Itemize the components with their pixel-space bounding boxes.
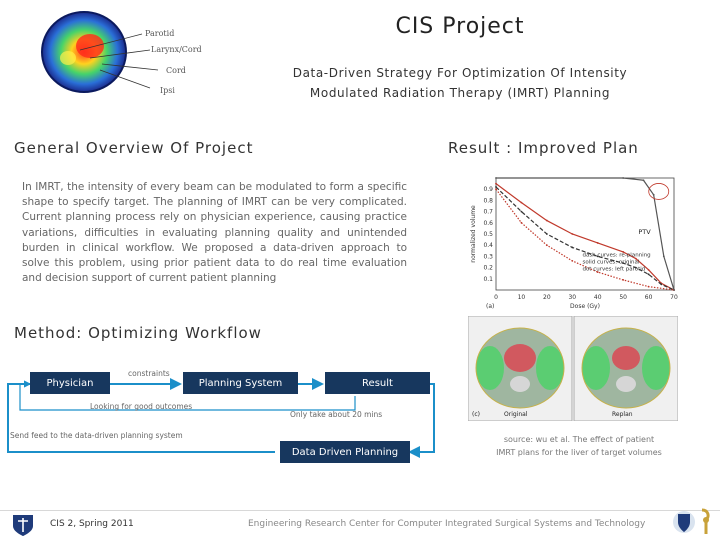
data-point [634, 257, 637, 260]
x-tick-label: 20 [543, 294, 551, 301]
data-point [495, 182, 497, 185]
data-driven-planning-box: Data Driven Planning [280, 441, 410, 463]
data-point [520, 221, 523, 224]
note-twenty-mins: Only take about 20 mins [290, 410, 383, 419]
brain-label-cord: Cord [166, 66, 186, 75]
page-title: CIS Project [395, 14, 525, 39]
subtitle-line-2: Modulated Radiation Therapy (IMRT) Plann… [309, 86, 611, 100]
x-tick-label: 70 [670, 294, 678, 301]
brain-label-larynx: Larynx/Cord [151, 45, 202, 54]
figure-caption-line-2: IMRT plans for the liver of target volum… [496, 448, 662, 457]
subtitle-line-1: Data-Driven Strategy For Optimization Of… [292, 66, 628, 80]
data-point [622, 177, 625, 179]
data-point [520, 210, 523, 213]
y-tick-label: 0.5 [483, 231, 493, 238]
ct-comparison-images: (c) Original Replan [468, 316, 678, 421]
x-tick-label: 10 [518, 294, 526, 301]
data-point [622, 279, 625, 281]
series-line-original [495, 183, 675, 291]
overview-heading: General Overview Of Project [14, 139, 254, 157]
footer-center-name: Engineering Research Center for Computer… [248, 519, 646, 529]
workflow-connectors [7, 378, 435, 458]
data-point [647, 273, 650, 276]
overview-text: In IMRT, the intensity of every beam can… [22, 181, 407, 285]
ct-original-image [475, 327, 565, 409]
footer-course: CIS 2, Spring 2011 [50, 519, 134, 529]
data-point [634, 266, 637, 269]
ct-replan-label: Replan [612, 411, 633, 418]
y-tick-label: 0.4 [483, 242, 493, 249]
data-point [495, 186, 497, 188]
y-tick-label: 0.1 [483, 276, 493, 283]
footer-divider [0, 510, 720, 511]
chart-annotation-ptv: PTV [638, 228, 651, 236]
data-point [647, 285, 650, 288]
data-point [622, 262, 625, 265]
data-point [520, 201, 523, 204]
y-tick-label: 0.6 [483, 220, 493, 227]
data-point [673, 289, 675, 291]
figure-caption-line-1: source: wu et al. The effect of patient [503, 435, 655, 444]
y-axis-label: normalized volume [470, 205, 477, 263]
data-point [660, 283, 663, 286]
chart-plot-area [495, 177, 675, 291]
chart-panel-label: (a) [486, 303, 494, 310]
ct-original-label: Original [504, 411, 528, 418]
note-looking-good-outcomes: Looking for good outcomes [90, 402, 193, 411]
data-point [647, 268, 650, 271]
ptv-highlight-ellipse [648, 183, 670, 200]
data-point [652, 193, 655, 196]
erc-logo-icon [673, 508, 710, 534]
brain-label-leaders [80, 33, 159, 89]
x-tick-label: 30 [568, 294, 576, 301]
ct-replan-image [581, 327, 671, 409]
note-send-feed: Send feed to the data-driven planning sy… [10, 431, 183, 440]
y-tick-label: 0.8 [483, 197, 493, 204]
note-constraints: constraints [128, 369, 170, 378]
legend-entry: dash curves: re-planning [582, 252, 650, 258]
planning-system-box: Planning System [183, 372, 298, 394]
physician-box: Physician [30, 372, 110, 394]
data-point [622, 251, 625, 253]
data-point [545, 244, 548, 247]
data-point [662, 255, 665, 258]
data-point [571, 246, 574, 249]
x-axis-label: Dose (Gy) [570, 303, 600, 310]
data-point [495, 177, 497, 179]
result-heading: Result : Improved Plan [448, 139, 639, 157]
data-point [642, 179, 645, 182]
series-line-re-planning [495, 186, 675, 291]
data-point [545, 233, 548, 235]
x-tick-label: 60 [645, 294, 653, 301]
brain-label-ipsi: Ipsi [160, 86, 175, 95]
y-tick-label: 0.3 [483, 253, 493, 260]
legend-entry: dot curves: left parotid [582, 266, 645, 272]
dvh-chart: 0 10 20 30 40 50 60 70 0.1 0.2 0.3 0.4 0.5 0.6 0.7 0.8 0… [470, 177, 678, 310]
data-point [596, 271, 599, 273]
y-tick-label: 0.2 [483, 265, 493, 272]
x-tick-label: 0 [494, 294, 498, 301]
x-tick-label: 40 [594, 294, 602, 301]
data-point [571, 233, 574, 235]
ct-panel-label: (c) [472, 411, 480, 418]
data-point [571, 259, 574, 262]
data-point [596, 255, 599, 258]
data-point [495, 188, 497, 191]
series-line-PTV [496, 177, 675, 291]
data-point [596, 242, 599, 244]
y-tick-label: 0.7 [483, 209, 493, 216]
jhu-logo-icon [13, 515, 33, 536]
legend-entry: solid curves: original [582, 259, 639, 265]
result-box: Result [325, 372, 430, 394]
y-tick-label: 0.9 [483, 186, 493, 193]
x-tick-label: 50 [619, 294, 627, 301]
method-heading: Method: Optimizing Workflow [14, 324, 262, 342]
brain-label-parotid: Parotid [145, 29, 175, 38]
data-point [545, 219, 548, 222]
